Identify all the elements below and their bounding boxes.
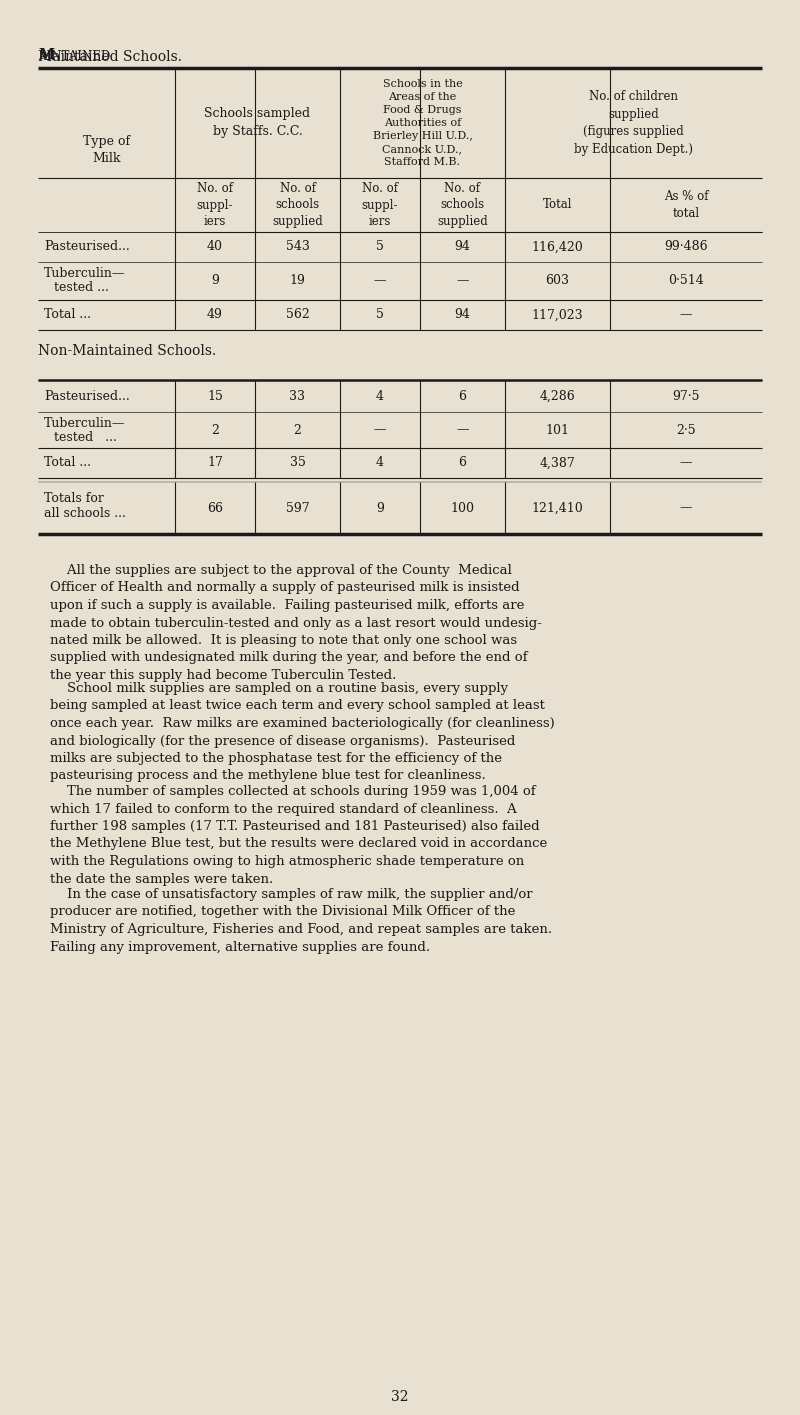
Text: All the supplies are subject to the approval of the County  Medical
Officer of H: All the supplies are subject to the appr… [50,565,542,682]
Text: No. of
suppl-
iers: No. of suppl- iers [197,183,234,228]
Text: No. of children
supplied
(figures supplied
by Education Dept.): No. of children supplied (figures suppli… [574,91,693,156]
Text: 5: 5 [376,308,384,321]
Text: 49: 49 [207,308,223,321]
Text: 19: 19 [290,275,306,287]
Text: —: — [374,423,386,436]
Text: 35: 35 [290,457,306,470]
Text: 97·5: 97·5 [672,389,700,402]
Text: 116,420: 116,420 [532,241,583,253]
Text: —: — [456,275,469,287]
Text: 2: 2 [294,423,302,436]
Text: 33: 33 [290,389,306,402]
Text: Maintained Schools.: Maintained Schools. [38,50,182,64]
Text: tested ...: tested ... [54,282,109,294]
Text: 597: 597 [286,501,310,515]
Text: all schools ...: all schools ... [44,507,126,519]
Text: 2: 2 [211,423,219,436]
Text: School milk supplies are sampled on a routine basis, every supply
being sampled : School milk supplies are sampled on a ro… [50,682,554,782]
Text: 17: 17 [207,457,223,470]
Text: No. of
schools
supplied: No. of schools supplied [437,183,488,228]
Text: 4,387: 4,387 [540,457,575,470]
Text: 117,023: 117,023 [532,308,583,321]
Text: 99·486: 99·486 [664,241,708,253]
Text: Pasteurised...: Pasteurised... [44,241,130,253]
Text: Type of
Milk: Type of Milk [83,134,130,166]
Text: No. of
suppl-
iers: No. of suppl- iers [362,183,398,228]
Text: Totals for: Totals for [44,492,104,505]
Text: 100: 100 [450,501,474,515]
Text: 5: 5 [376,241,384,253]
Text: Schools in the
Areas of the
Food & Drugs
Authorities of
Brierley Hill U.D.,
Cann: Schools in the Areas of the Food & Drugs… [373,79,473,167]
Text: —: — [680,457,692,470]
Text: As % of
total: As % of total [664,190,708,219]
Text: —: — [680,308,692,321]
Text: tested   ...: tested ... [54,432,117,444]
Text: Tuberculin—: Tuberculin— [44,267,126,280]
Text: 32: 32 [391,1390,409,1404]
Text: 101: 101 [546,423,570,436]
Text: 9: 9 [211,275,219,287]
Text: The number of samples collected at schools during 1959 was 1,004 of
which 17 fai: The number of samples collected at schoo… [50,785,547,886]
Text: 4,286: 4,286 [540,389,575,402]
Text: 4: 4 [376,389,384,402]
Text: —: — [680,501,692,515]
Text: —: — [456,423,469,436]
Text: Total: Total [542,198,572,211]
Text: 66: 66 [207,501,223,515]
Text: 6: 6 [458,457,466,470]
Text: 4: 4 [376,457,384,470]
Text: M: M [38,48,54,62]
Text: Schools sampled
by Staffs. C.C.: Schools sampled by Staffs. C.C. [205,108,310,139]
Text: Tuberculin—: Tuberculin— [44,417,126,430]
Text: 0·514: 0·514 [668,275,704,287]
Text: AINTAINED: AINTAINED [38,50,114,64]
Text: 94: 94 [454,241,470,253]
Text: Pasteurised...: Pasteurised... [44,389,130,402]
Text: 15: 15 [207,389,223,402]
Text: 562: 562 [286,308,310,321]
Text: No. of
schools
supplied: No. of schools supplied [272,183,323,228]
Text: 2·5: 2·5 [676,423,696,436]
Text: 603: 603 [546,275,570,287]
Text: 9: 9 [376,501,384,515]
Text: Non-Maintained Schools.: Non-Maintained Schools. [38,344,216,358]
Text: In the case of unsatisfactory samples of raw milk, the supplier and/or
producer : In the case of unsatisfactory samples of… [50,889,552,954]
Text: —: — [374,275,386,287]
Text: 40: 40 [207,241,223,253]
Text: Total ...: Total ... [44,457,91,470]
Text: 121,410: 121,410 [532,501,583,515]
Text: Total ...: Total ... [44,308,91,321]
Text: 94: 94 [454,308,470,321]
Text: 543: 543 [286,241,310,253]
Text: 6: 6 [458,389,466,402]
